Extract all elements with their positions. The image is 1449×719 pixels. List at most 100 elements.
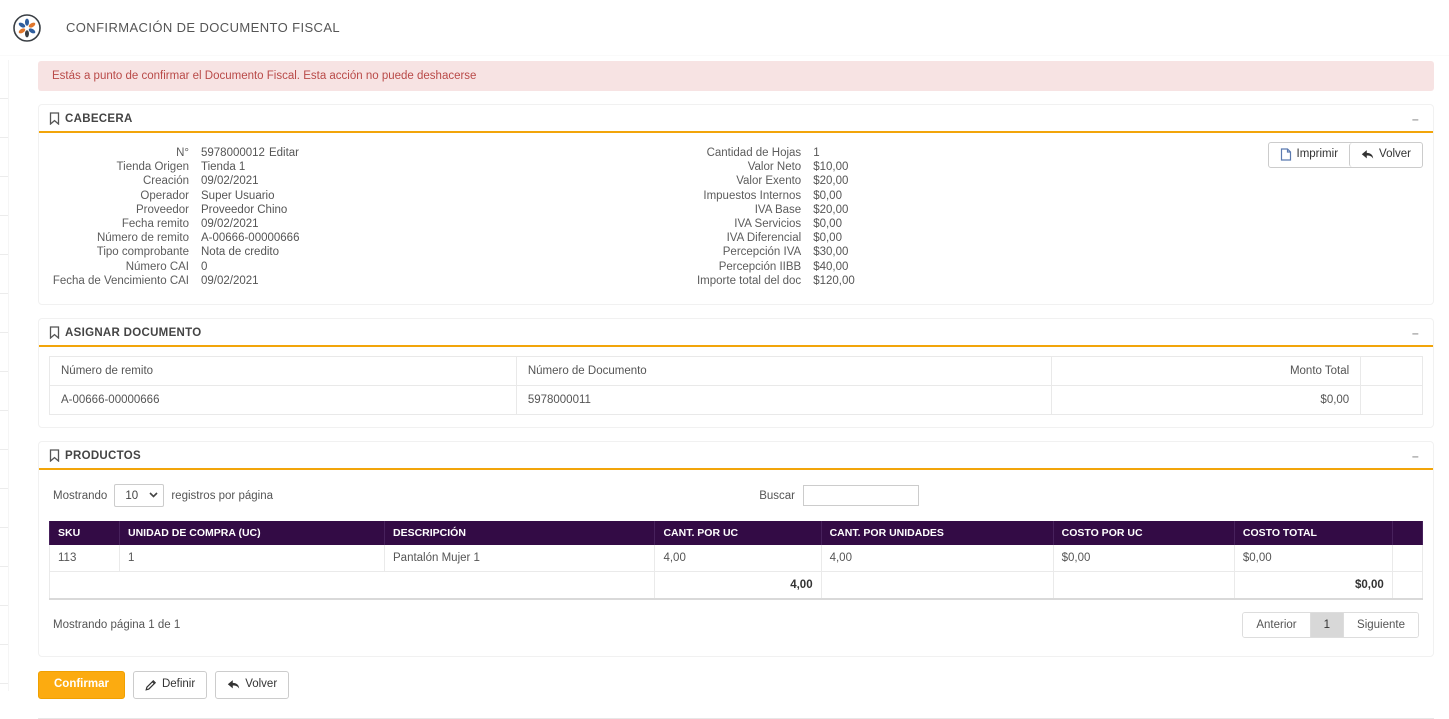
field-value: A-00666-00000666 — [201, 232, 300, 245]
field-value: Nota de credito — [201, 246, 279, 259]
field-row: Proveedor Proveedor Chino — [51, 203, 681, 217]
cabecera-actions: Imprimir Volver — [1267, 142, 1423, 168]
col-empty — [1360, 356, 1423, 387]
collapsed-sidebar — [0, 60, 9, 691]
productos-table: SKU UNIDAD DE COMPRA (UC) DESCRIPCIÓN CA… — [48, 521, 1424, 601]
field-value: $0,00 — [813, 189, 842, 202]
field-value: $30,00 — [813, 246, 849, 259]
search-label: Buscar — [759, 489, 795, 502]
col-empty — [1391, 521, 1424, 546]
field-row: Percepción IIBB $40,00 — [681, 260, 1229, 274]
field-value: 1 — [813, 147, 820, 159]
field-row: Creación 09/02/2021 — [51, 174, 681, 188]
costo-por-uc-cell: $0,00 — [1052, 545, 1235, 573]
field-row: Impuestos Internos $0,00 — [681, 189, 1229, 203]
asignar-body: Número de remito Número de Documento Mon… — [39, 347, 1433, 427]
productos-section: PRODUCTOS – Mostrando 10 registros por p… — [38, 441, 1434, 658]
field-label: Tienda Origen — [116, 161, 189, 174]
field-row: Valor Neto $10,00 — [681, 160, 1229, 174]
bottom-actions: Confirmar Definir Volver — [38, 671, 1434, 699]
field-label: Impuestos Internos — [703, 189, 802, 202]
col-unidad-compra[interactable]: UNIDAD DE COMPRA (UC) — [119, 521, 385, 546]
confirmar-button[interactable]: Confirmar — [38, 671, 125, 699]
field-label: Valor Neto — [747, 161, 802, 174]
editar-link[interactable]: Editar — [268, 147, 300, 159]
table-footer: Mostrando página 1 de 1 Anterior 1 Sigui… — [53, 612, 1419, 639]
document-icon — [1280, 148, 1291, 161]
empty-cell — [820, 571, 1054, 601]
empty-cell — [48, 571, 656, 601]
cabecera-collapse-button[interactable]: – — [1412, 111, 1419, 126]
search-area: Buscar — [759, 485, 919, 507]
cabecera-left-fields: N° 5978000012 Editar Tienda Origen Tienda … — [51, 146, 681, 288]
col-cant-por-unidades[interactable]: CANT. POR UNIDADES — [820, 521, 1054, 546]
bookmark-icon — [49, 326, 60, 340]
field-label: IVA Base — [754, 203, 802, 216]
field-value: $20,00 — [813, 203, 849, 216]
field-row: Tienda Origen Tienda 1 — [51, 160, 681, 174]
productos-title-wrap: PRODUCTOS — [49, 449, 141, 463]
definir-button[interactable]: Definir — [132, 671, 208, 699]
page-size-select[interactable]: 10 — [114, 484, 165, 508]
page-size-suffix-label: registros por página — [171, 489, 273, 502]
field-label: Proveedor — [135, 203, 189, 216]
productos-section-title: PRODUCTOS — [65, 449, 141, 462]
cabecera-section-title: CABECERA — [65, 112, 133, 125]
field-row: IVA Diferencial $0,00 — [681, 231, 1229, 245]
productos-collapse-button[interactable]: – — [1412, 448, 1419, 463]
volver-top-label: Volver — [1379, 148, 1411, 160]
volver-button-bottom[interactable]: Volver — [215, 671, 290, 699]
empty-cell — [1360, 385, 1423, 416]
field-label: Creación — [142, 175, 189, 188]
field-label: Tipo comprobante — [96, 246, 189, 259]
pinwheel-logo-icon — [13, 13, 41, 42]
field-label: Número CAI — [125, 260, 189, 273]
col-cant-por-uc[interactable]: CANT. POR UC — [654, 521, 822, 546]
col-descripcion[interactable]: DESCRIPCIÓN — [383, 521, 656, 546]
asignar-documento-section: ASIGNAR DOCUMENTO – Número de remito Núm… — [38, 318, 1434, 429]
bookmark-icon — [49, 112, 60, 125]
sku-cell: 113 — [48, 545, 121, 573]
table-header-row: SKU UNIDAD DE COMPRA (UC) DESCRIPCIÓN CA… — [48, 521, 1424, 546]
field-value: 5978000012 Editar — [201, 146, 299, 160]
field-row: N° 5978000012 Editar — [51, 146, 681, 160]
field-row: Importe total del doc $120,00 — [681, 274, 1229, 288]
field-row: Valor Exento $20,00 — [681, 174, 1229, 188]
cabecera-title-wrap: CABECERA — [49, 112, 133, 125]
field-row: Número CAI 0 — [51, 260, 681, 274]
previous-page-button[interactable]: Anterior — [1243, 613, 1310, 638]
next-page-button[interactable]: Siguiente — [1343, 613, 1418, 638]
asignar-collapse-button[interactable]: – — [1412, 325, 1419, 340]
col-numero-documento: Número de Documento — [515, 356, 1053, 387]
col-sku[interactable]: SKU — [48, 521, 121, 546]
table-row: A-00666-00000666 5978000011 $0,00 — [49, 385, 1423, 416]
volver-button-top[interactable]: Volver — [1349, 143, 1422, 167]
app-header: CONFIRMACIÓN DE DOCUMENTO FISCAL — [0, 0, 1449, 56]
asignar-table: Número de remito Número de Documento Mon… — [49, 356, 1423, 416]
imprimir-button[interactable]: Imprimir — [1268, 143, 1350, 167]
col-costo-total[interactable]: COSTO TOTAL — [1233, 521, 1393, 546]
field-row: IVA Base $20,00 — [681, 203, 1229, 217]
bookmark-icon — [49, 449, 60, 463]
field-label: Operador — [140, 189, 189, 202]
field-row: Cantidad de Hojas 1 — [681, 146, 1229, 160]
page-title: CONFIRMACIÓN DE DOCUMENTO FISCAL — [66, 20, 341, 35]
col-costo-por-uc[interactable]: COSTO POR UC — [1052, 521, 1235, 546]
field-row: Tipo comprobante Nota de credito — [51, 245, 681, 259]
imprimir-label: Imprimir — [1296, 148, 1339, 160]
field-row: Fecha de Vencimiento CAI 09/02/2021 — [51, 274, 681, 288]
col-monto-total: Monto Total — [1051, 356, 1362, 387]
app-logo[interactable] — [12, 13, 42, 43]
monto-cell: $0,00 — [1051, 385, 1362, 416]
table-row: 113 1 Pantalón Mujer 1 4,00 4,00 $0,00 $… — [48, 545, 1424, 573]
search-input[interactable] — [803, 485, 919, 507]
total-cant-por-uc: 4,00 — [654, 571, 822, 601]
cant-por-unidades-cell: 4,00 — [820, 545, 1054, 573]
cabecera-header: CABECERA – — [39, 105, 1433, 133]
field-value: $0,00 — [813, 232, 842, 245]
field-value: 09/02/2021 — [201, 218, 259, 231]
pagination: Anterior 1 Siguiente — [1242, 612, 1419, 639]
page-number-button[interactable]: 1 — [1309, 613, 1344, 638]
asignar-section-title: ASIGNAR DOCUMENTO — [65, 326, 202, 339]
asignar-header: ASIGNAR DOCUMENTO – — [39, 319, 1433, 348]
